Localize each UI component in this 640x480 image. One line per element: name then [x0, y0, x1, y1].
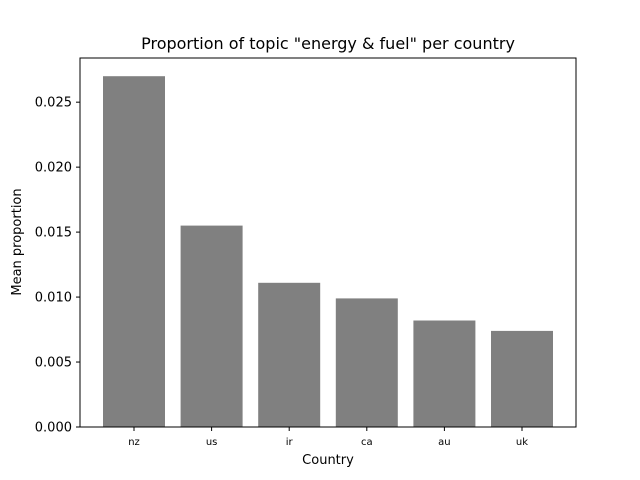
- x-tick-label-uk: uk: [516, 437, 528, 448]
- x-tick-label-ir: ir: [286, 437, 294, 448]
- bar-uk: [491, 330, 553, 427]
- chart-title: Proportion of topic "energy & fuel" per …: [141, 34, 515, 53]
- bar-au: [413, 320, 476, 427]
- x-axis-label: Country: [302, 453, 354, 468]
- y-tick-label-0: 0.000: [35, 421, 72, 436]
- y-tick-label-3: 0.015: [35, 226, 72, 241]
- bar-us: [180, 225, 243, 427]
- y-tick-label-1: 0.005: [35, 356, 72, 371]
- x-tick-label-au: au: [438, 437, 450, 448]
- y-tick-label-2: 0.010: [35, 291, 72, 306]
- x-tick-label-nz: nz: [128, 437, 140, 448]
- y-tick-label-5: 0.025: [35, 96, 72, 111]
- bar-nz: [103, 76, 165, 427]
- x-tick-label-ca: ca: [361, 437, 373, 448]
- y-tick-label-4: 0.020: [35, 161, 72, 176]
- x-tick-label-us: us: [206, 437, 218, 448]
- bar-ir: [258, 282, 321, 427]
- x-axis-ticks: nz us ir ca au uk: [128, 427, 528, 448]
- y-axis-label: Mean proportion: [10, 188, 25, 295]
- bar-ca: [335, 298, 398, 427]
- y-axis-ticks: 0.000 0.005 0.010 0.015 0.020 0.025: [35, 96, 80, 436]
- plot-area-frame: [79, 57, 577, 428]
- bars-group: [103, 76, 553, 427]
